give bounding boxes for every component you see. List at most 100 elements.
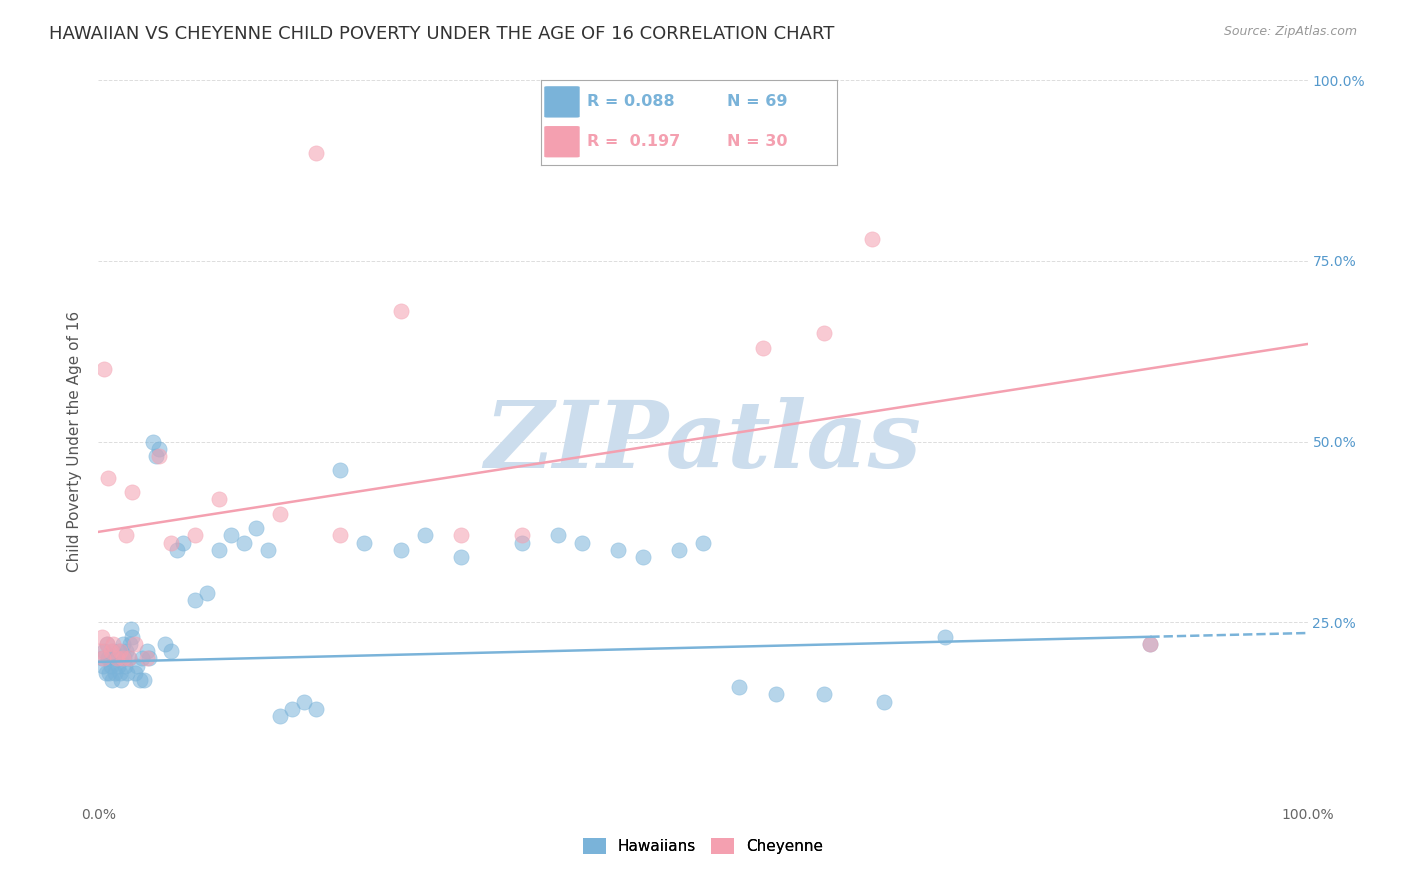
Point — [108, 644, 131, 658]
Point — [172, 535, 194, 549]
Point — [765, 687, 787, 701]
Point — [269, 507, 291, 521]
Point — [108, 644, 131, 658]
Point — [115, 644, 138, 658]
Point — [91, 630, 114, 644]
Point — [93, 644, 115, 658]
Point — [873, 695, 896, 709]
Point — [112, 651, 135, 665]
Text: HAWAIIAN VS CHEYENNE CHILD POVERTY UNDER THE AGE OF 16 CORRELATION CHART: HAWAIIAN VS CHEYENNE CHILD POVERTY UNDER… — [49, 25, 835, 43]
Point — [98, 665, 121, 680]
FancyBboxPatch shape — [544, 126, 579, 157]
Point — [104, 665, 127, 680]
Point — [1139, 637, 1161, 651]
Point — [450, 550, 472, 565]
Point — [813, 326, 835, 340]
Point — [135, 651, 157, 665]
Point — [329, 463, 352, 477]
Point — [329, 528, 352, 542]
Point — [728, 680, 751, 694]
Y-axis label: Child Poverty Under the Age of 16: Child Poverty Under the Age of 16 — [67, 311, 83, 572]
Point — [97, 470, 120, 484]
Text: N = 30: N = 30 — [727, 134, 787, 149]
Point — [1139, 637, 1161, 651]
Point — [145, 449, 167, 463]
Point — [221, 528, 243, 542]
Point — [510, 528, 533, 542]
Point — [305, 145, 328, 160]
Point — [134, 673, 156, 687]
Point — [110, 673, 132, 687]
Text: N = 69: N = 69 — [727, 95, 787, 110]
Point — [93, 362, 115, 376]
Point — [389, 542, 412, 557]
Point — [131, 651, 153, 665]
Point — [96, 637, 118, 651]
Point — [184, 528, 207, 542]
Point — [256, 542, 278, 557]
Point — [115, 528, 138, 542]
Point — [353, 535, 375, 549]
Point — [195, 586, 218, 600]
Point — [121, 485, 143, 500]
Point — [108, 665, 131, 680]
Point — [510, 535, 533, 549]
Point — [153, 637, 176, 651]
Point — [160, 644, 183, 658]
Point — [118, 651, 141, 665]
Point — [120, 623, 142, 637]
Point — [114, 658, 136, 673]
Point — [135, 644, 157, 658]
Point — [934, 630, 956, 644]
Point — [100, 644, 122, 658]
Point — [389, 304, 412, 318]
Text: R = 0.088: R = 0.088 — [588, 95, 675, 110]
Point — [232, 535, 254, 549]
Point — [142, 434, 165, 449]
Point — [208, 542, 231, 557]
Text: Source: ZipAtlas.com: Source: ZipAtlas.com — [1223, 25, 1357, 38]
Point — [160, 535, 183, 549]
Point — [860, 232, 883, 246]
Point — [107, 658, 129, 673]
Point — [692, 535, 714, 549]
Point — [292, 695, 315, 709]
Text: ZIPatlas: ZIPatlas — [485, 397, 921, 486]
Text: R =  0.197: R = 0.197 — [588, 134, 681, 149]
Point — [111, 637, 134, 651]
Point — [128, 673, 150, 687]
Point — [105, 651, 128, 665]
FancyBboxPatch shape — [544, 87, 579, 118]
Point — [111, 651, 134, 665]
Point — [91, 658, 114, 673]
Point — [245, 521, 267, 535]
Point — [269, 709, 291, 723]
Point — [100, 658, 122, 673]
Point — [101, 637, 124, 651]
Point — [101, 644, 124, 658]
Point — [118, 637, 141, 651]
Point — [166, 542, 188, 557]
Point — [121, 630, 143, 644]
Point — [94, 665, 117, 680]
Point — [450, 528, 472, 542]
Point — [97, 651, 120, 665]
Point — [148, 449, 170, 463]
Point — [117, 665, 139, 680]
Point — [118, 651, 141, 665]
Point — [413, 528, 436, 542]
Point — [631, 550, 654, 565]
Point — [96, 637, 118, 651]
Point — [547, 528, 569, 542]
Point — [668, 542, 690, 557]
Point — [103, 651, 125, 665]
Point — [571, 535, 593, 549]
Legend: Hawaiians, Cheyenne: Hawaiians, Cheyenne — [576, 832, 830, 860]
Point — [813, 687, 835, 701]
Point — [305, 702, 328, 716]
Point — [148, 442, 170, 456]
Point — [91, 651, 114, 665]
Point — [100, 673, 122, 687]
Point — [91, 651, 114, 665]
Point — [208, 492, 231, 507]
